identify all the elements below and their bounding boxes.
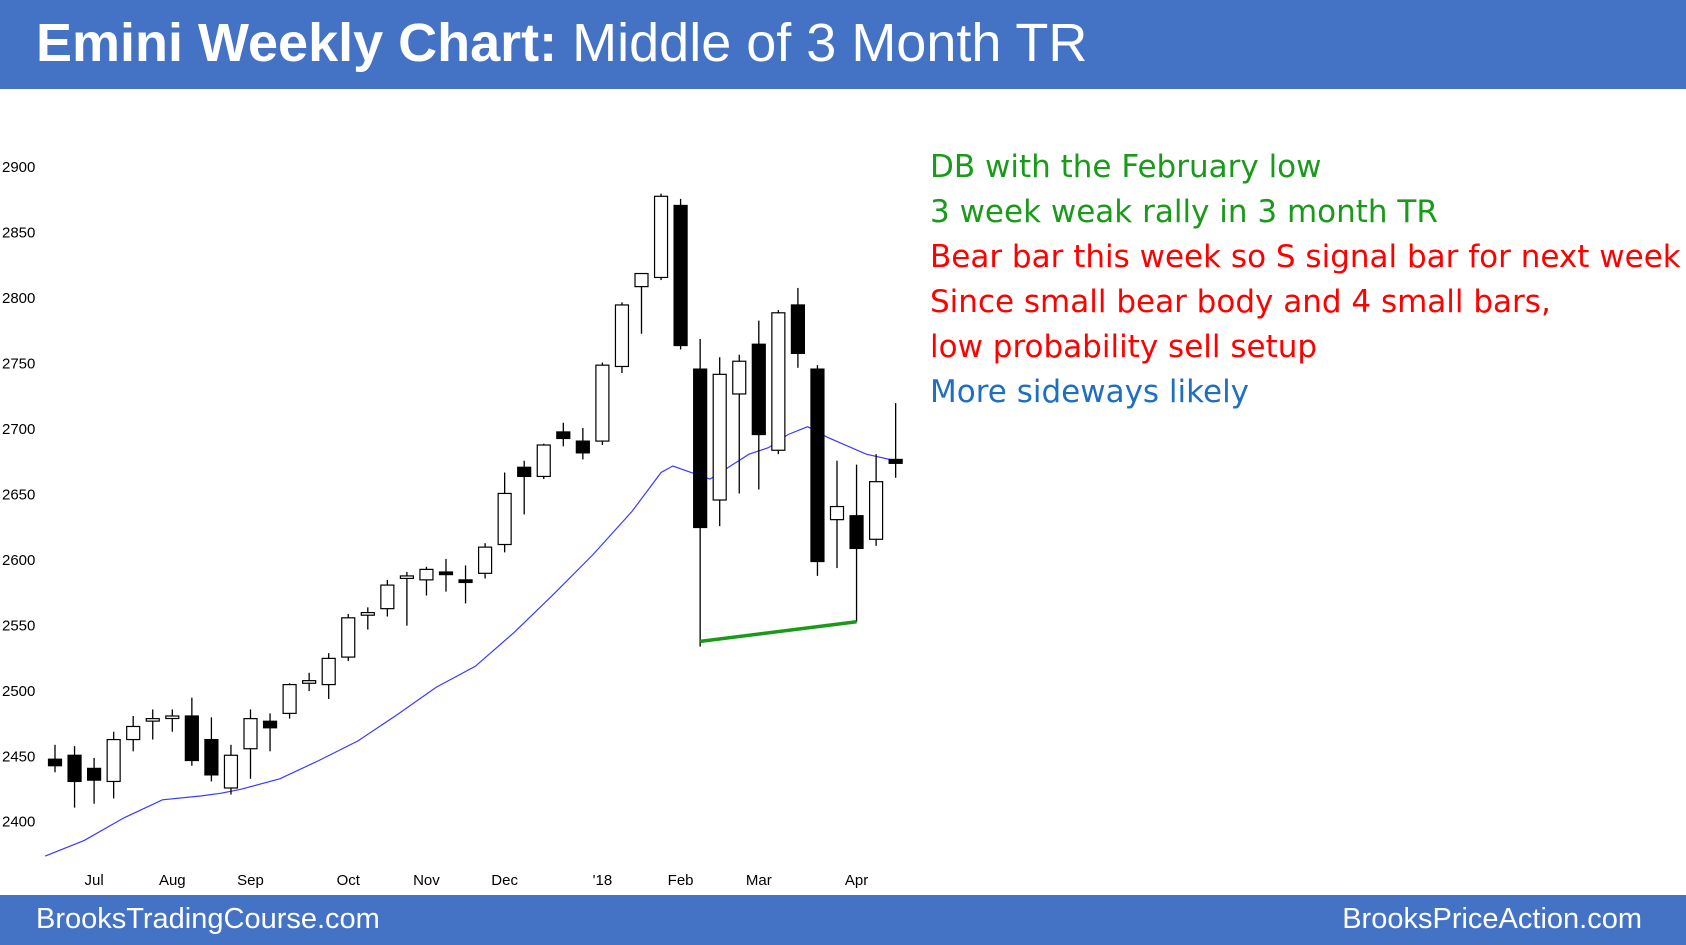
title-bold-part: Emini Weekly Chart:: [36, 13, 558, 73]
title-rest-part: Middle of 3 Month TR: [572, 13, 1088, 73]
y-tick-label: 2900: [2, 159, 35, 176]
bull-candle-body: [868, 481, 884, 540]
title-bar: Emini Weekly Chart: Middle of 3 Month TR: [0, 0, 1686, 89]
bull-candle-body: [653, 195, 669, 279]
bear-candle-body: [575, 440, 590, 454]
y-tick-label: 2450: [2, 748, 35, 765]
candlestick-chart: 2400 2450 2500 2550 2600 2650 2700 2750 2800 2850…: [2, 159, 903, 889]
bull-candle-body: [829, 505, 845, 521]
y-tick-label: 2650: [2, 486, 35, 503]
footer-left-link[interactable]: BrooksTradingCourse.com: [36, 903, 380, 935]
y-tick-label: 2700: [2, 421, 35, 438]
bear-candle-body: [849, 515, 864, 550]
x-month-label: Feb: [668, 872, 694, 889]
bear-candle-body: [693, 368, 708, 529]
bear-candle-body: [204, 738, 219, 776]
bull-candle-body: [419, 568, 434, 581]
bull-candle-body: [634, 272, 649, 288]
bull-candle-body: [712, 373, 727, 501]
chart-title: Emini Weekly Chart: Middle of 3 Month TR: [36, 8, 1087, 78]
x-month-label: Oct: [337, 872, 361, 889]
bear-candle-body: [262, 720, 278, 729]
bull-candle-body: [145, 718, 160, 722]
bull-candle-body: [165, 715, 180, 720]
annotation-line: Bear bar this week so S signal bar for n…: [930, 239, 1681, 275]
bull-candle-body: [243, 718, 258, 750]
x-month-label: Apr: [845, 872, 868, 889]
annotation-line: DB with the February low: [930, 149, 1322, 185]
x-month-label: Jul: [85, 872, 104, 889]
bull-candle-body: [536, 444, 551, 478]
bull-candle-body: [341, 617, 356, 658]
bear-candle-body: [47, 758, 63, 767]
moving-average-line: [44, 426, 896, 857]
bull-candle-body: [595, 364, 610, 442]
x-month-label: Mar: [746, 872, 772, 889]
bear-candle-body: [673, 204, 688, 347]
bear-candle-body: [888, 458, 903, 464]
y-tick-label: 2600: [2, 552, 35, 569]
x-month-label: Sep: [237, 872, 264, 889]
bear-candle-body: [67, 754, 82, 783]
y-tick-label: 2800: [2, 290, 35, 307]
bull-candle-body: [282, 683, 297, 714]
bull-candle-body: [614, 304, 630, 368]
bull-candle-body: [399, 575, 414, 580]
bull-candle-body: [732, 360, 747, 395]
footer-right-link[interactable]: BrooksPriceAction.com: [1342, 903, 1642, 935]
y-tick-label: 2750: [2, 356, 35, 373]
double-bottom-line: [699, 620, 857, 644]
bull-candle-body: [478, 546, 493, 574]
x-month-label: Nov: [413, 872, 440, 889]
bull-candle-body: [321, 657, 336, 686]
bear-candle-body: [458, 579, 473, 584]
bull-candle-body: [302, 680, 317, 684]
annotation-line: Since small bear body and 4 small bars,: [930, 284, 1551, 320]
y-tick-label: 2400: [2, 814, 35, 831]
bear-candle-body: [517, 466, 532, 478]
x-month-label: Aug: [159, 872, 186, 889]
annotation-line: More sideways likely: [930, 374, 1250, 410]
x-month-label: '18: [593, 872, 613, 889]
annotation-line: low probability sell setup: [930, 329, 1318, 365]
bull-candle-body: [497, 492, 512, 546]
bear-candle-body: [556, 431, 571, 440]
annotation-block: DB with the February low 3 week weak rall…: [930, 145, 1681, 415]
bull-candle-body: [106, 738, 121, 783]
y-tick-label: 2500: [2, 683, 35, 700]
footer-bar: BrooksTradingCourse.com BrooksPriceActio…: [0, 895, 1686, 945]
bull-candle-body: [223, 754, 239, 789]
y-tick-label: 2550: [2, 617, 35, 634]
annotation-line: 3 week weak rally in 3 month TR: [930, 194, 1438, 230]
bull-candle-body: [771, 312, 786, 451]
x-month-label: Dec: [491, 872, 518, 889]
bear-candle-body: [790, 304, 806, 354]
bear-candle-body: [184, 715, 199, 762]
y-tick-label: 2850: [2, 225, 35, 242]
bull-candle-body: [360, 611, 375, 616]
bull-candle-body: [380, 584, 395, 610]
bear-candle-body: [810, 368, 825, 563]
bear-candle-body: [86, 767, 102, 781]
bear-candle-body: [751, 343, 766, 436]
bull-candle-body: [126, 725, 141, 741]
bear-candle-body: [438, 571, 454, 576]
